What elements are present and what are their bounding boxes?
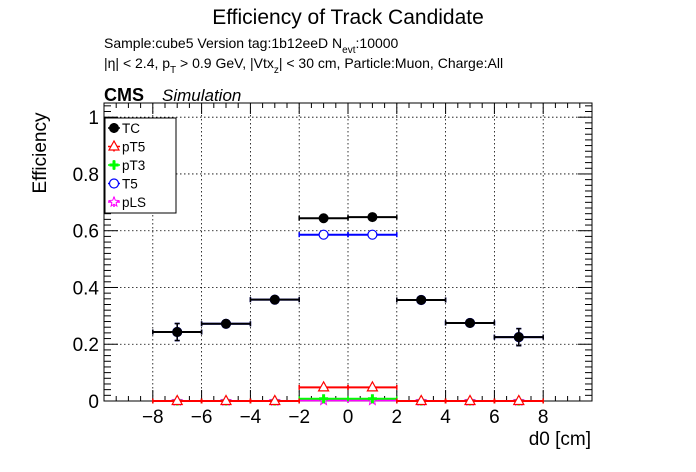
- x-tick-label: −6: [191, 407, 213, 428]
- cms-label: CMS: [104, 85, 144, 105]
- cms-simulation-label: Simulation: [162, 86, 241, 105]
- data-point-tc: [172, 327, 183, 338]
- data-point-pt5: [219, 394, 233, 406]
- data-point-tc: [367, 212, 378, 223]
- data-point-t5: [318, 229, 329, 240]
- legend-label-tc: TC: [122, 121, 140, 136]
- x-axis-title: d0 [cm]: [529, 429, 591, 450]
- subtitle2-a: |η| < 2.4, p: [104, 55, 170, 71]
- y-tick-label: 0.4: [73, 278, 100, 299]
- data-point-pt3-shape: [367, 394, 377, 404]
- legend-marker-pt3: [109, 160, 119, 170]
- legend-label-pt5: pT5: [122, 140, 145, 155]
- x-tick-label: 2: [392, 407, 403, 428]
- data-point-tc: [269, 294, 280, 305]
- legend-label-pt3: pT3: [122, 158, 145, 173]
- legend-marker-tc: [109, 123, 119, 133]
- data-point-pt5: [463, 394, 477, 406]
- chart-subtitle-line1: Sample:cube5 Version tag:1b12eeD Nevt:10…: [104, 35, 399, 56]
- data-point-pt5: [512, 394, 525, 406]
- legend-label-pls: pLS: [122, 195, 146, 210]
- x-tick-label: −2: [288, 407, 310, 428]
- grid: [104, 103, 592, 401]
- legend: TC pT5 pT3 T5 pLS: [104, 117, 177, 214]
- legend-marker-pt3-shape: [109, 160, 119, 170]
- x-tick-label: 6: [489, 407, 500, 428]
- subtitle2-sub2: z: [274, 65, 279, 76]
- series-tc: [152, 212, 544, 347]
- x-tick-label: 8: [538, 407, 549, 428]
- legend-label-t5: T5: [122, 177, 138, 192]
- data-point-pt5: [366, 380, 379, 392]
- data-point-t5: [367, 229, 378, 240]
- y-tick-label: 0.6: [73, 222, 99, 243]
- series-pt5: [152, 380, 544, 406]
- data-points: [152, 212, 544, 407]
- subtitle2-c: | < 30 cm, Particle:Muon, Charge:All: [279, 55, 503, 71]
- subtitle1-suffix: :10000: [356, 35, 399, 51]
- chart-title: Efficiency of Track Candidate: [212, 6, 484, 29]
- legend-marker-t5: [108, 178, 120, 189]
- data-point-pt5: [415, 394, 428, 406]
- y-tick-label: 0.2: [73, 335, 99, 356]
- chart-subtitle-line2: |η| < 2.4, pT > 0.9 GeV, |Vtxz| < 30 cm,…: [104, 55, 503, 76]
- data-point-tc: [513, 332, 524, 343]
- y-tick-label: 0: [88, 392, 99, 413]
- subtitle2-sub1: T: [170, 65, 176, 76]
- tick-labels: −8 −6 −4 −2 0 2 4 6 8 0 0.2 0.4 0.6 0.8 1: [73, 108, 549, 428]
- x-tick-label: −8: [142, 407, 164, 428]
- data-point-pt3: [367, 394, 377, 404]
- data-point-pt5: [317, 380, 330, 392]
- data-point-tc: [416, 294, 427, 305]
- y-axis-title: Efficiency: [30, 112, 51, 193]
- legend-marker-pt5: [107, 139, 121, 151]
- data-point-pt5: [268, 394, 281, 406]
- data-point-pt3-shape: [319, 394, 329, 404]
- x-tick-label: 4: [440, 407, 451, 428]
- legend-marker-pls: [107, 195, 121, 208]
- subtitle1-prefix: Sample:cube5 Version tag:1b12eeD N: [104, 35, 342, 51]
- subtitle2-b: > 0.9 GeV, |Vtx: [176, 55, 274, 71]
- subtitle1-sub: evt: [342, 45, 356, 56]
- data-point-tc: [221, 318, 231, 329]
- data-point-pt3: [319, 394, 329, 404]
- y-tick-label: 1: [88, 108, 99, 129]
- x-tick-label: 0: [343, 407, 354, 428]
- data-point-tc: [465, 317, 475, 328]
- data-point-pt5: [171, 394, 184, 406]
- y-tick-label: 0.8: [73, 165, 99, 186]
- data-point-tc: [318, 213, 329, 224]
- x-tick-label: −4: [240, 407, 262, 428]
